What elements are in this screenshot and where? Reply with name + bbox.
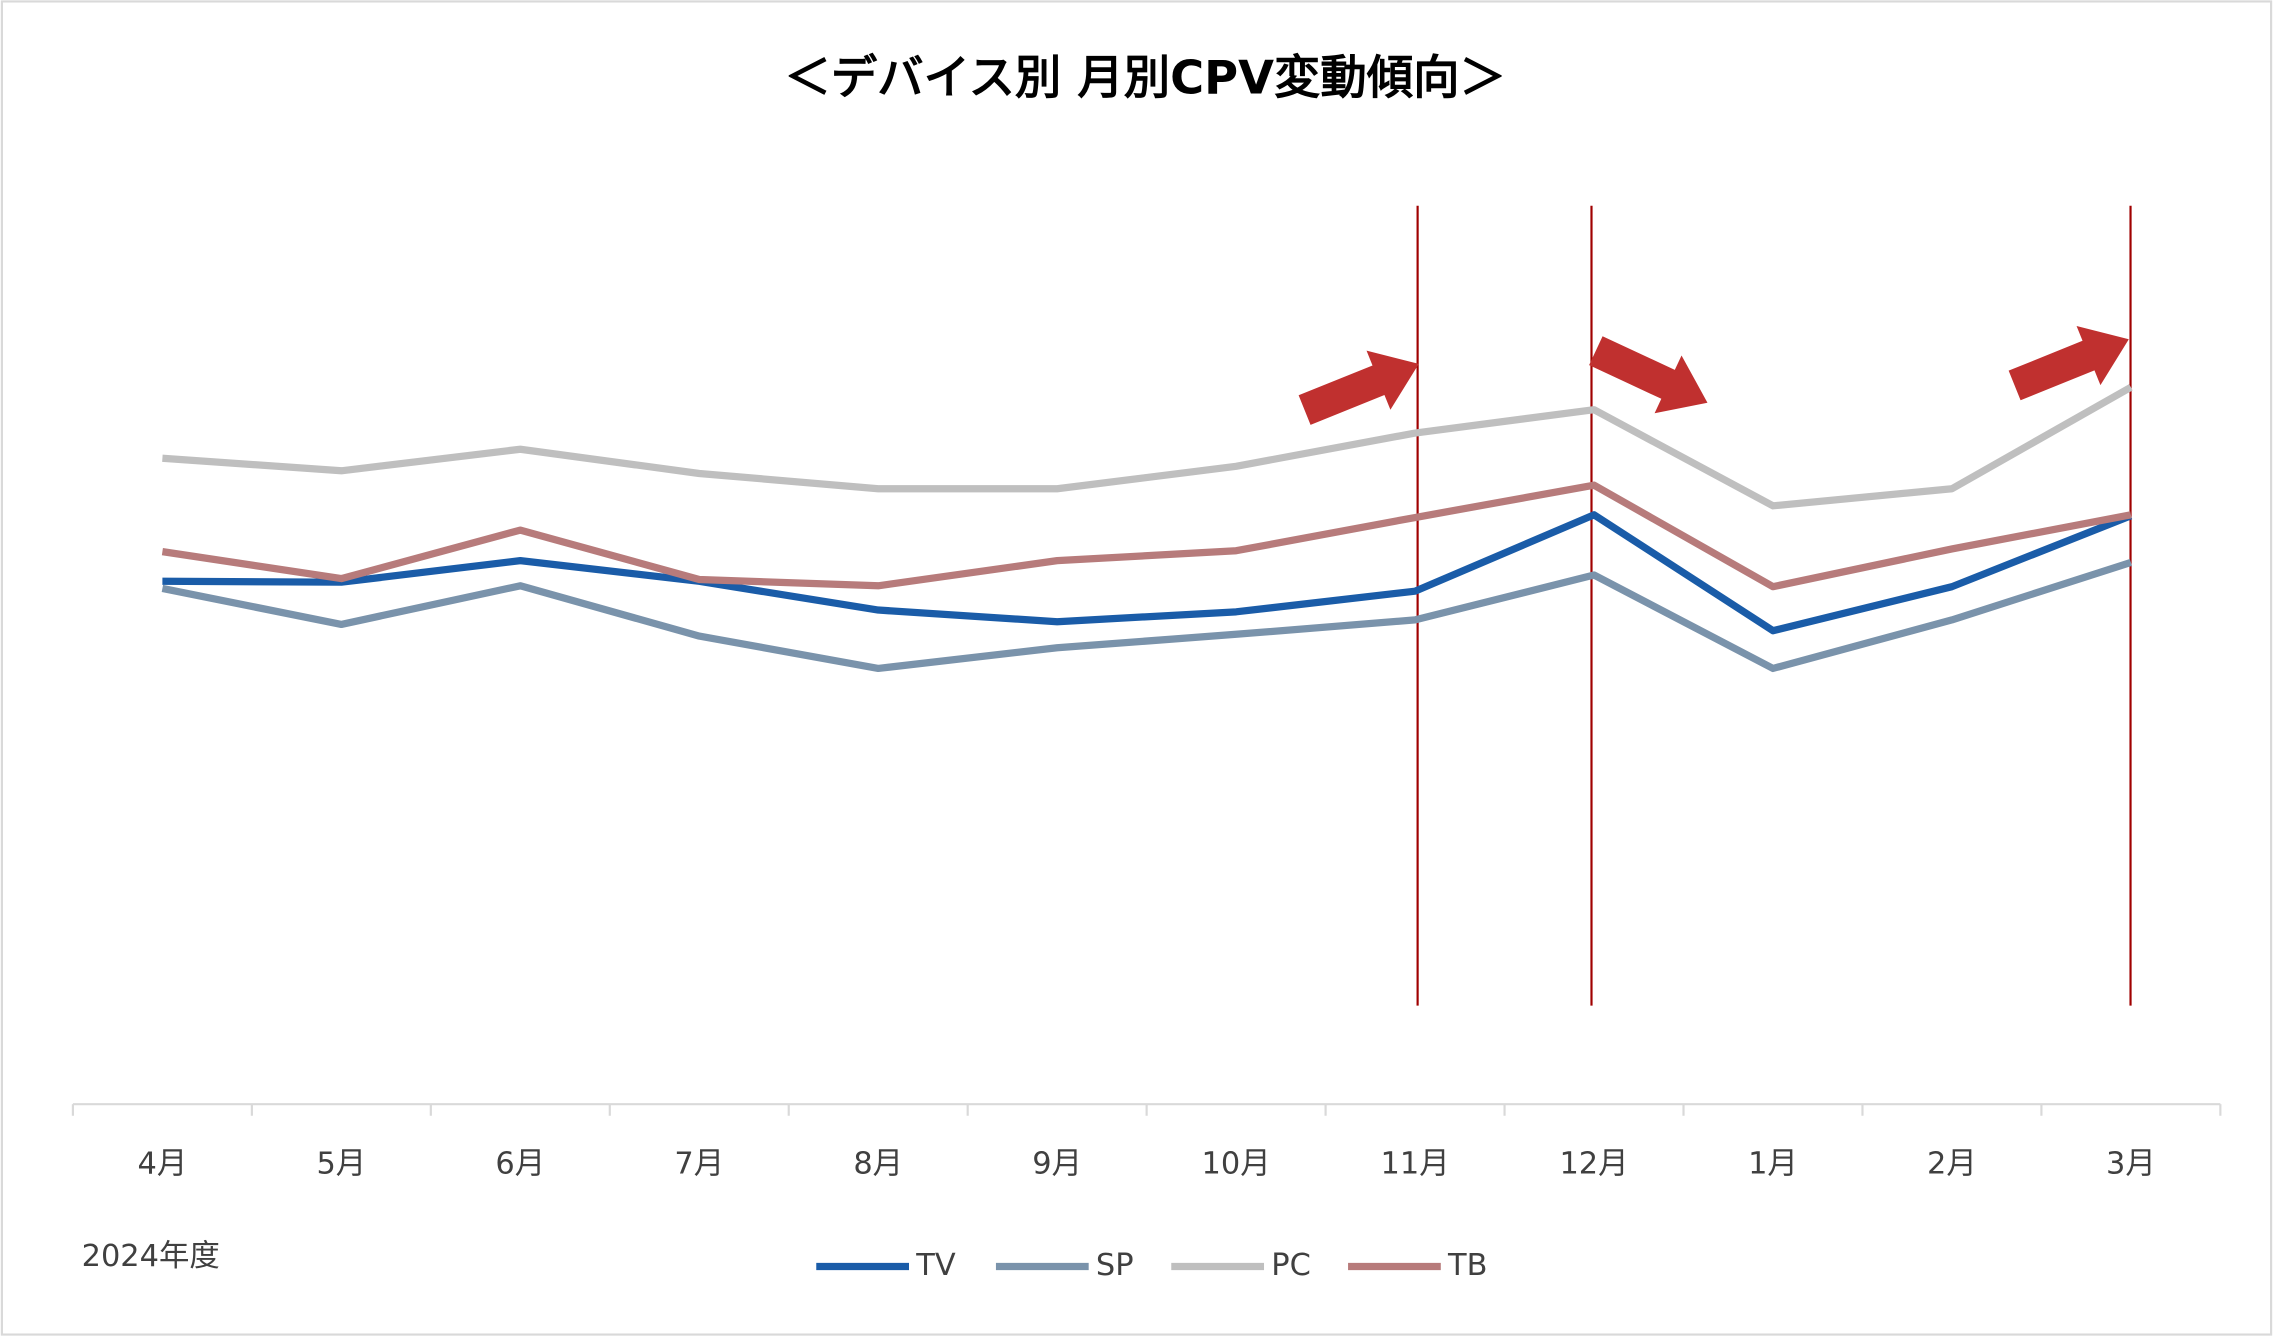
x-tick-label: 3月 <box>2106 1147 2156 1182</box>
x-tick-label: 4月 <box>138 1147 188 1182</box>
series-line <box>162 511 2133 635</box>
x-tick-label: 2月 <box>1927 1147 1977 1182</box>
legend-label: TV <box>915 1248 956 1283</box>
x-tick-label: 12月 <box>1559 1147 1628 1182</box>
series-line <box>162 384 2133 510</box>
series-line <box>161 558 2133 673</box>
legend-label: PC <box>1271 1248 1311 1283</box>
x-tick-label: 5月 <box>316 1147 366 1182</box>
legend-label: SP <box>1096 1248 1134 1283</box>
series-line <box>161 481 2132 591</box>
x-tick-label: 7月 <box>674 1147 724 1182</box>
x-tick-label: 8月 <box>853 1147 903 1182</box>
x-tick-label: 6月 <box>495 1147 545 1182</box>
x-tick-label: 9月 <box>1032 1147 1082 1182</box>
legend-label: TB <box>1447 1248 1487 1283</box>
x-tick-label: 10月 <box>1202 1147 1271 1182</box>
x-tick-label: 11月 <box>1381 1147 1450 1182</box>
chart-title: ＜デバイス別 月別CPV変動傾向＞ <box>785 51 1506 105</box>
annotations <box>1292 205 2141 1006</box>
x-axis-label: 2024年度 <box>82 1239 220 1274</box>
x-tick-label: 1月 <box>1748 1147 1798 1182</box>
